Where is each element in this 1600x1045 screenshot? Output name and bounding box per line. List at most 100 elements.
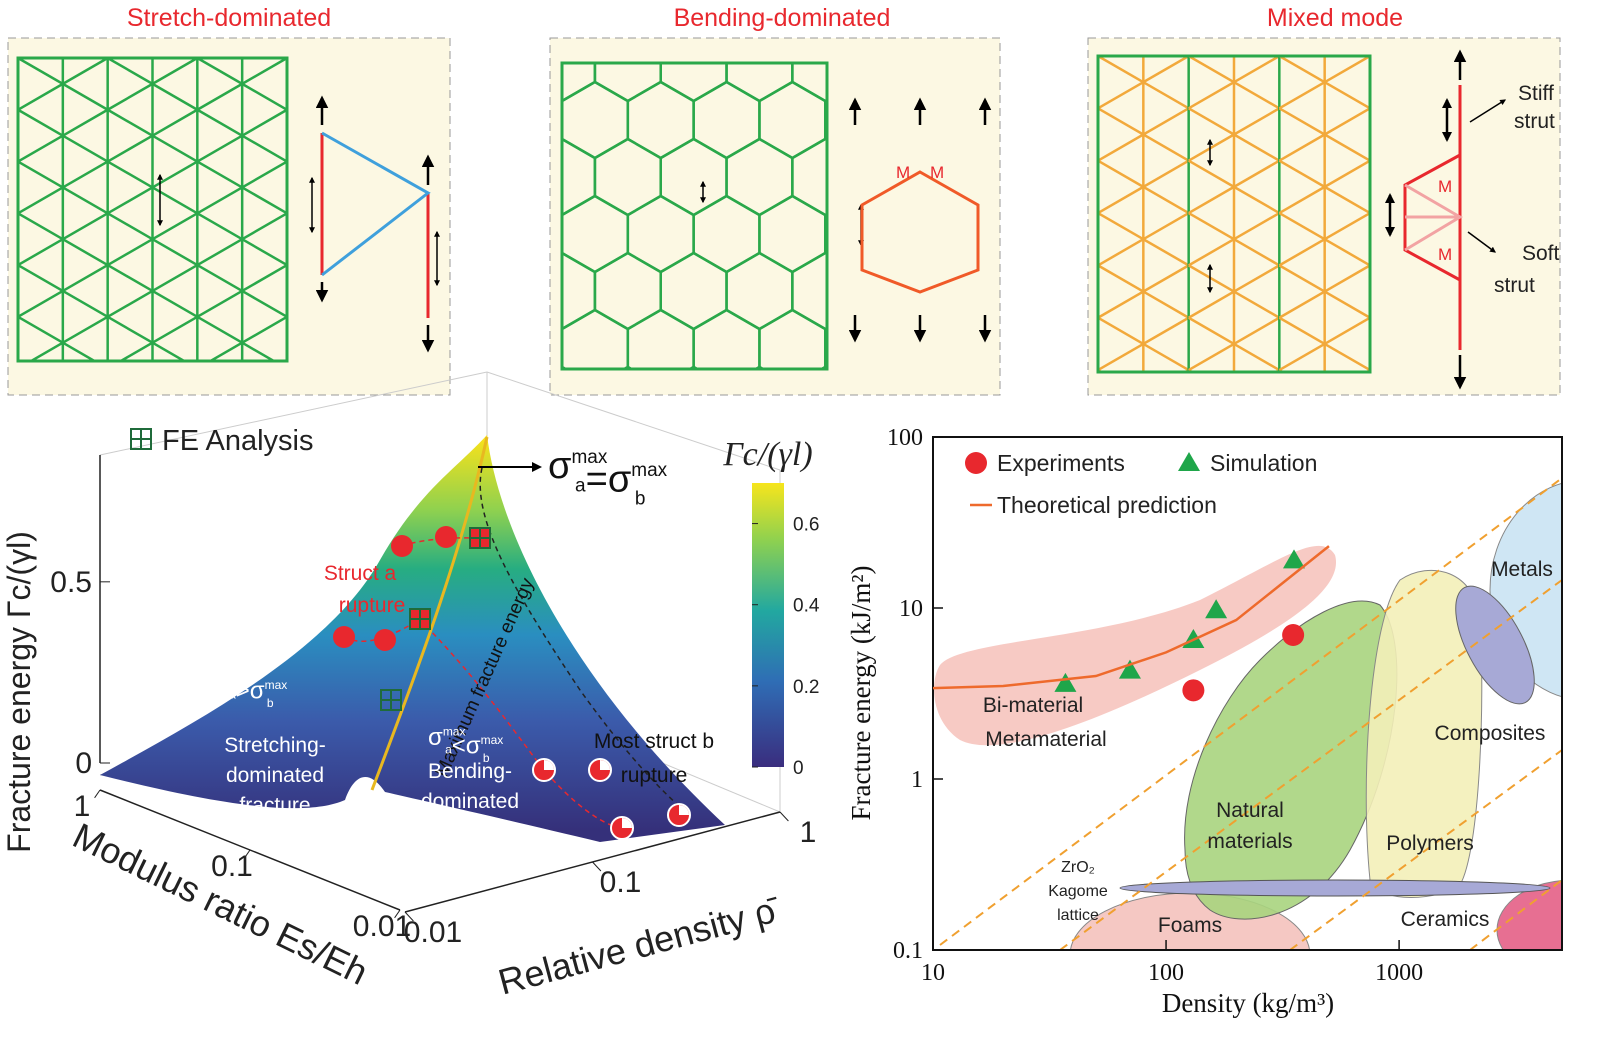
legend-label: Simulation [1210,450,1317,476]
strut [18,289,64,318]
strut [1324,316,1370,345]
strut [62,108,109,137]
colorbar-tick-label: 0.2 [793,677,819,698]
strut [1098,81,1144,110]
strut [196,134,243,163]
strut [1143,0,1188,4]
strut [151,315,198,344]
strut [62,263,109,293]
strut [1142,264,1190,293]
y-tick-label: 1 [911,767,923,793]
strut [62,160,109,189]
strut [1142,56,1190,84]
unit-cells [320,85,1463,350]
annotation: Most struct b [594,730,714,753]
annotation: fracture [434,820,505,843]
strut [1188,211,1235,241]
strut [1233,342,1280,372]
experiment-point [1182,679,1205,702]
top-panels: Stretch-dominated Bending-dominated Mixe… [7,0,1561,422]
symbol: σ [250,677,265,704]
subscript: b [483,751,490,765]
subscript: a [229,687,236,701]
superscript: max [265,678,288,692]
y-tick-label: 10 [899,596,923,622]
symbol: σ [212,669,227,696]
strut [1189,396,1234,422]
strut [1188,107,1235,136]
theory-line [933,545,1330,690]
fe-markers [380,527,491,711]
strut [1278,316,1326,345]
strut [1188,185,1235,215]
operator: = [586,458,608,500]
strut [63,6,108,32]
strut [18,108,64,137]
panel-title: Mixed mode [1267,4,1403,32]
hexagon [496,0,562,44]
z-axis-title: Fracture energy Γc/(γl) [1,531,37,853]
x-axis-title: Density (kg/m³) [1162,988,1334,1018]
strut [241,263,287,293]
strut [1324,342,1370,372]
region-label: Foams [1158,914,1222,937]
x-tick [94,789,101,799]
colorbar-tick-label: 0 [793,758,804,779]
strut [18,238,64,267]
superscript: max [227,669,250,683]
strut [153,394,198,420]
strut [1098,159,1144,188]
region-label: Kagome [1048,883,1108,900]
strut [241,108,287,137]
strut [1188,56,1235,84]
strut [1188,238,1235,267]
strut [1278,211,1326,241]
strut [1143,396,1188,422]
strut [1278,133,1326,162]
region-labels: Metals Composites Polymers Natural mater… [983,558,1553,937]
y-tick [779,811,789,822]
strut [1324,159,1370,188]
strut [107,263,154,293]
strut [241,160,287,189]
strut [62,289,109,318]
superscript: max [443,724,466,738]
strut [18,0,63,6]
simulation-point [1282,549,1305,569]
simulation-point [1205,599,1228,619]
strut [196,238,243,267]
strut [1278,185,1326,215]
strut [241,58,287,85]
strut [241,238,287,267]
strut [62,238,109,267]
ridge-line [370,436,489,791]
strut [1233,316,1280,345]
strut [1142,107,1190,136]
strut [1098,185,1144,215]
strut [1142,342,1190,372]
strut [151,134,198,163]
moment-labels: M M M M [896,163,1452,264]
strut [18,186,64,215]
strut [1278,238,1326,267]
strut-label: strut [1494,274,1535,297]
subscript: b [635,489,646,510]
x-tick-label: 10 [921,960,945,986]
strut [1189,0,1234,4]
operator: > [236,677,250,704]
strut [18,58,64,85]
guide-lines [939,477,1562,950]
strut [62,186,109,215]
x-tick [394,909,401,919]
hexagonal-lattice [496,0,827,369]
annotation: rupture [621,764,688,787]
y-tick-label: 0.01 [404,916,462,949]
annotation: rupture [339,594,406,617]
strut [1278,56,1326,84]
strut [196,315,243,344]
x-tick [244,849,251,859]
triangular-lattice [18,0,287,420]
strut [196,82,243,111]
legend-swatch [1178,452,1200,471]
strut [151,289,198,318]
